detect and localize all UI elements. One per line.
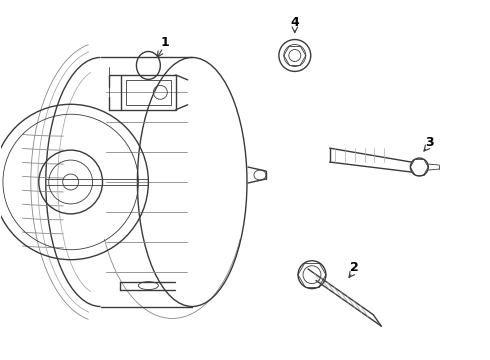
Bar <box>126 80 171 105</box>
Text: 1: 1 <box>161 36 170 49</box>
Text: 3: 3 <box>425 136 434 149</box>
Text: 4: 4 <box>291 16 299 29</box>
Bar <box>121 75 176 110</box>
Text: 2: 2 <box>350 261 359 274</box>
